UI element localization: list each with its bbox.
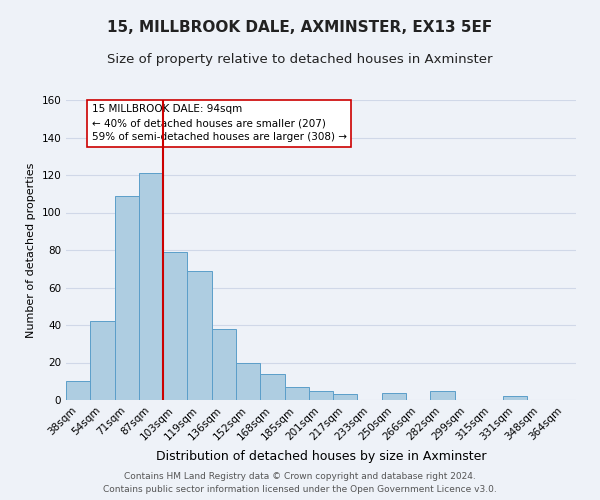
Bar [503, 396, 527, 400]
Bar [163, 252, 187, 400]
Text: Size of property relative to detached houses in Axminster: Size of property relative to detached ho… [107, 52, 493, 66]
Bar [333, 394, 358, 400]
X-axis label: Distribution of detached houses by size in Axminster: Distribution of detached houses by size … [156, 450, 486, 463]
Bar [90, 322, 115, 400]
Bar [187, 270, 212, 400]
Bar [139, 173, 163, 400]
Bar [212, 329, 236, 400]
Text: 15, MILLBROOK DALE, AXMINSTER, EX13 5EF: 15, MILLBROOK DALE, AXMINSTER, EX13 5EF [107, 20, 493, 35]
Bar [66, 381, 90, 400]
Bar [309, 390, 333, 400]
Bar [236, 362, 260, 400]
Text: 15 MILLBROOK DALE: 94sqm
← 40% of detached houses are smaller (207)
59% of semi-: 15 MILLBROOK DALE: 94sqm ← 40% of detach… [91, 104, 347, 142]
Bar [284, 387, 309, 400]
Text: Contains HM Land Registry data © Crown copyright and database right 2024.: Contains HM Land Registry data © Crown c… [124, 472, 476, 481]
Bar [430, 390, 455, 400]
Text: Contains public sector information licensed under the Open Government Licence v3: Contains public sector information licen… [103, 485, 497, 494]
Bar [115, 196, 139, 400]
Y-axis label: Number of detached properties: Number of detached properties [26, 162, 36, 338]
Bar [382, 392, 406, 400]
Bar [260, 374, 284, 400]
